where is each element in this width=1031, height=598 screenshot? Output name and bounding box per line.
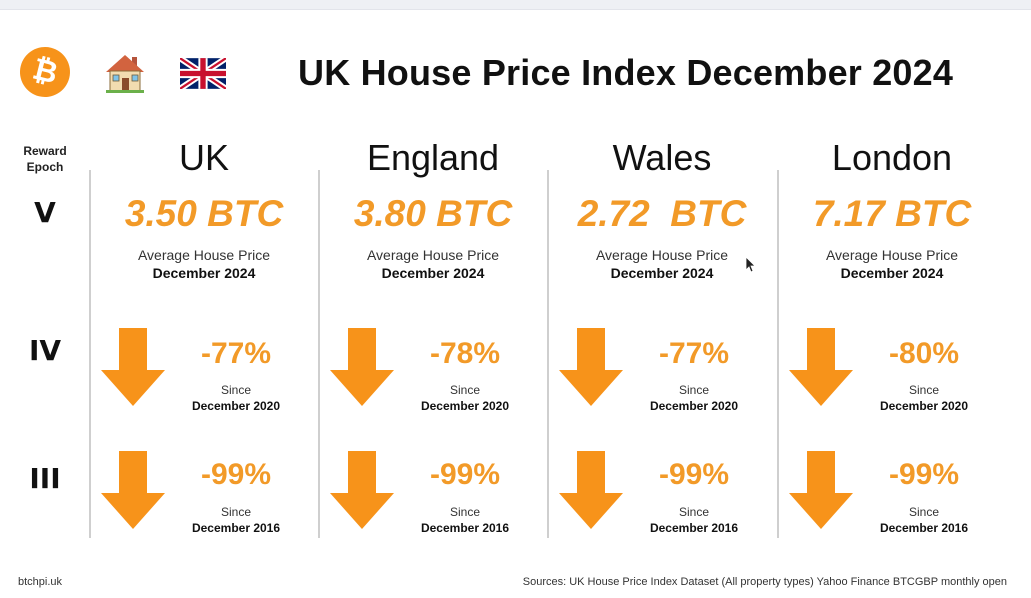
uk-flag-icon bbox=[180, 58, 226, 89]
price-caption: Average House Price December 2024 bbox=[549, 246, 775, 282]
reward-epoch-line1: Reward bbox=[23, 144, 67, 158]
column-divider bbox=[318, 170, 320, 538]
since-label: Since bbox=[449, 383, 481, 397]
price-caption-date: December 2024 bbox=[610, 265, 714, 281]
since-caption: Since December 2020 bbox=[859, 382, 989, 414]
mouse-cursor-icon bbox=[746, 257, 756, 273]
since-label: Since bbox=[449, 505, 481, 519]
since-date: December 2016 bbox=[649, 521, 739, 535]
region-name: UK bbox=[178, 137, 229, 178]
since-date: December 2020 bbox=[191, 399, 281, 413]
percent-change: -99% bbox=[888, 458, 960, 491]
since-date: December 2016 bbox=[879, 521, 969, 535]
price-caption-date: December 2024 bbox=[381, 265, 485, 281]
region-column-wales: Wales 2.72 BTC Average House Price Decem… bbox=[549, 0, 775, 598]
since-date: December 2020 bbox=[879, 399, 969, 413]
since-date: December 2016 bbox=[191, 521, 281, 535]
btc-price: 3.50 BTC bbox=[124, 193, 284, 234]
since-caption: Since December 2016 bbox=[400, 504, 530, 536]
region-column-london: London 7.17 BTC Average House Price Dece… bbox=[779, 0, 1005, 598]
since-caption: Since December 2016 bbox=[859, 504, 989, 536]
region-column-uk: UK 3.50 BTC Average House Price December… bbox=[91, 0, 317, 598]
since-date: December 2016 bbox=[420, 521, 510, 535]
price-caption-date: December 2024 bbox=[152, 265, 256, 281]
price-caption: Average House Price December 2024 bbox=[779, 246, 1005, 282]
top-strip bbox=[0, 0, 1031, 10]
column-divider bbox=[777, 170, 779, 538]
house-icon bbox=[106, 55, 144, 93]
since-label: Since bbox=[220, 383, 252, 397]
region-column-england: England 3.80 BTC Average House Price Dec… bbox=[320, 0, 546, 598]
epoch-label-v: V bbox=[34, 196, 56, 229]
since-label: Since bbox=[678, 505, 710, 519]
since-label: Since bbox=[908, 383, 940, 397]
percent-change: -99% bbox=[429, 458, 501, 491]
epoch-label-iii: III bbox=[29, 462, 61, 495]
btc-price: 2.72 BTC bbox=[577, 193, 747, 234]
down-arrow-icon bbox=[101, 451, 165, 529]
percent-change: -78% bbox=[429, 337, 501, 370]
price-caption-label: Average House Price bbox=[137, 247, 271, 263]
price-caption-date: December 2024 bbox=[840, 265, 944, 281]
down-arrow-icon bbox=[559, 451, 623, 529]
price-caption-label: Average House Price bbox=[825, 247, 959, 263]
since-date: December 2020 bbox=[649, 399, 739, 413]
price-caption: Average House Price December 2024 bbox=[320, 246, 546, 282]
btc-price: 7.17 BTC bbox=[812, 193, 972, 234]
percent-change: -99% bbox=[658, 458, 730, 491]
percent-change: -80% bbox=[888, 337, 960, 370]
column-divider bbox=[547, 170, 549, 538]
since-caption: Since December 2020 bbox=[400, 382, 530, 414]
region-name: England bbox=[366, 137, 500, 178]
page-title: UK House Price Index December 2024 bbox=[298, 52, 954, 93]
since-caption: Since December 2016 bbox=[171, 504, 301, 536]
percent-change: -99% bbox=[200, 458, 272, 491]
percent-change: -77% bbox=[200, 337, 272, 370]
since-caption: Since December 2020 bbox=[629, 382, 759, 414]
column-divider bbox=[89, 170, 91, 538]
bitcoin-logo-icon: ₿ bbox=[14, 41, 76, 103]
percent-change: -77% bbox=[658, 337, 730, 370]
since-label: Since bbox=[220, 505, 252, 519]
epoch-label-iv: IV bbox=[28, 334, 62, 367]
region-name: Wales bbox=[612, 137, 712, 178]
since-date: December 2020 bbox=[420, 399, 510, 413]
reward-epoch-header: Reward Epoch bbox=[12, 143, 78, 175]
btc-price: 3.80 BTC bbox=[353, 193, 513, 234]
price-caption-label: Average House Price bbox=[366, 247, 500, 263]
down-arrow-icon bbox=[101, 328, 165, 406]
since-caption: Since December 2020 bbox=[171, 382, 301, 414]
down-arrow-icon bbox=[330, 451, 394, 529]
since-label: Since bbox=[908, 505, 940, 519]
down-arrow-icon bbox=[330, 328, 394, 406]
footer-sources: Sources: UK House Price Index Dataset (A… bbox=[522, 576, 1007, 588]
down-arrow-icon bbox=[789, 451, 853, 529]
since-caption: Since December 2016 bbox=[629, 504, 759, 536]
down-arrow-icon bbox=[789, 328, 853, 406]
reward-epoch-line2: Epoch bbox=[26, 160, 64, 174]
price-caption: Average House Price December 2024 bbox=[91, 246, 317, 282]
region-name: London bbox=[831, 137, 953, 178]
since-label: Since bbox=[678, 383, 710, 397]
down-arrow-icon bbox=[559, 328, 623, 406]
price-caption-label: Average House Price bbox=[595, 247, 729, 263]
footer-site-link[interactable]: btchpi.uk bbox=[18, 576, 63, 588]
